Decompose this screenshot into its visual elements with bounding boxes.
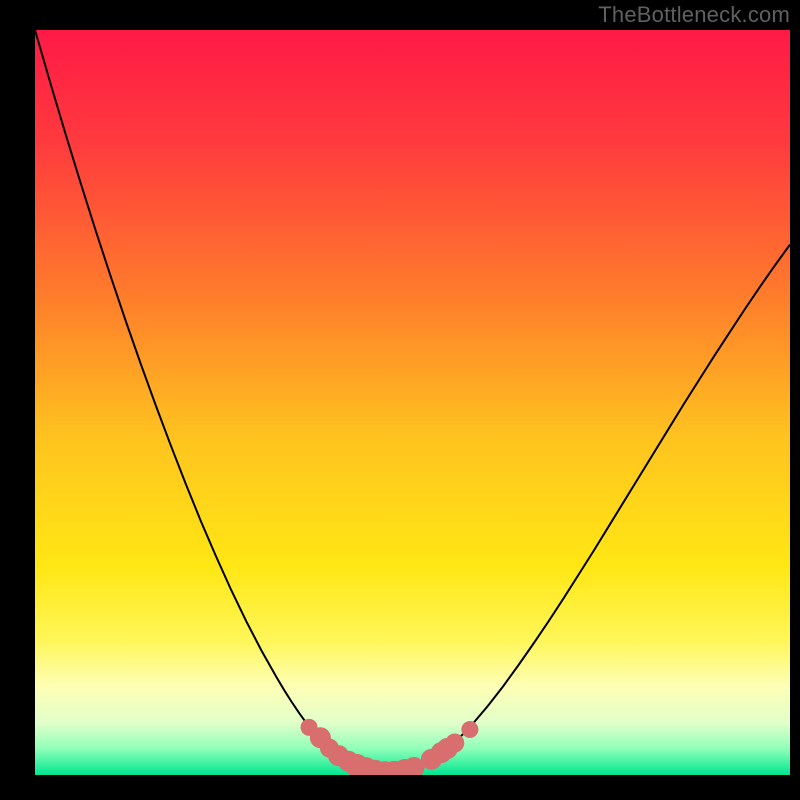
plot-background [35,30,790,775]
data-marker [462,722,478,738]
data-marker [446,734,464,752]
chart-container: TheBottleneck.com [0,0,800,800]
bottleneck-curve-chart [0,0,800,800]
